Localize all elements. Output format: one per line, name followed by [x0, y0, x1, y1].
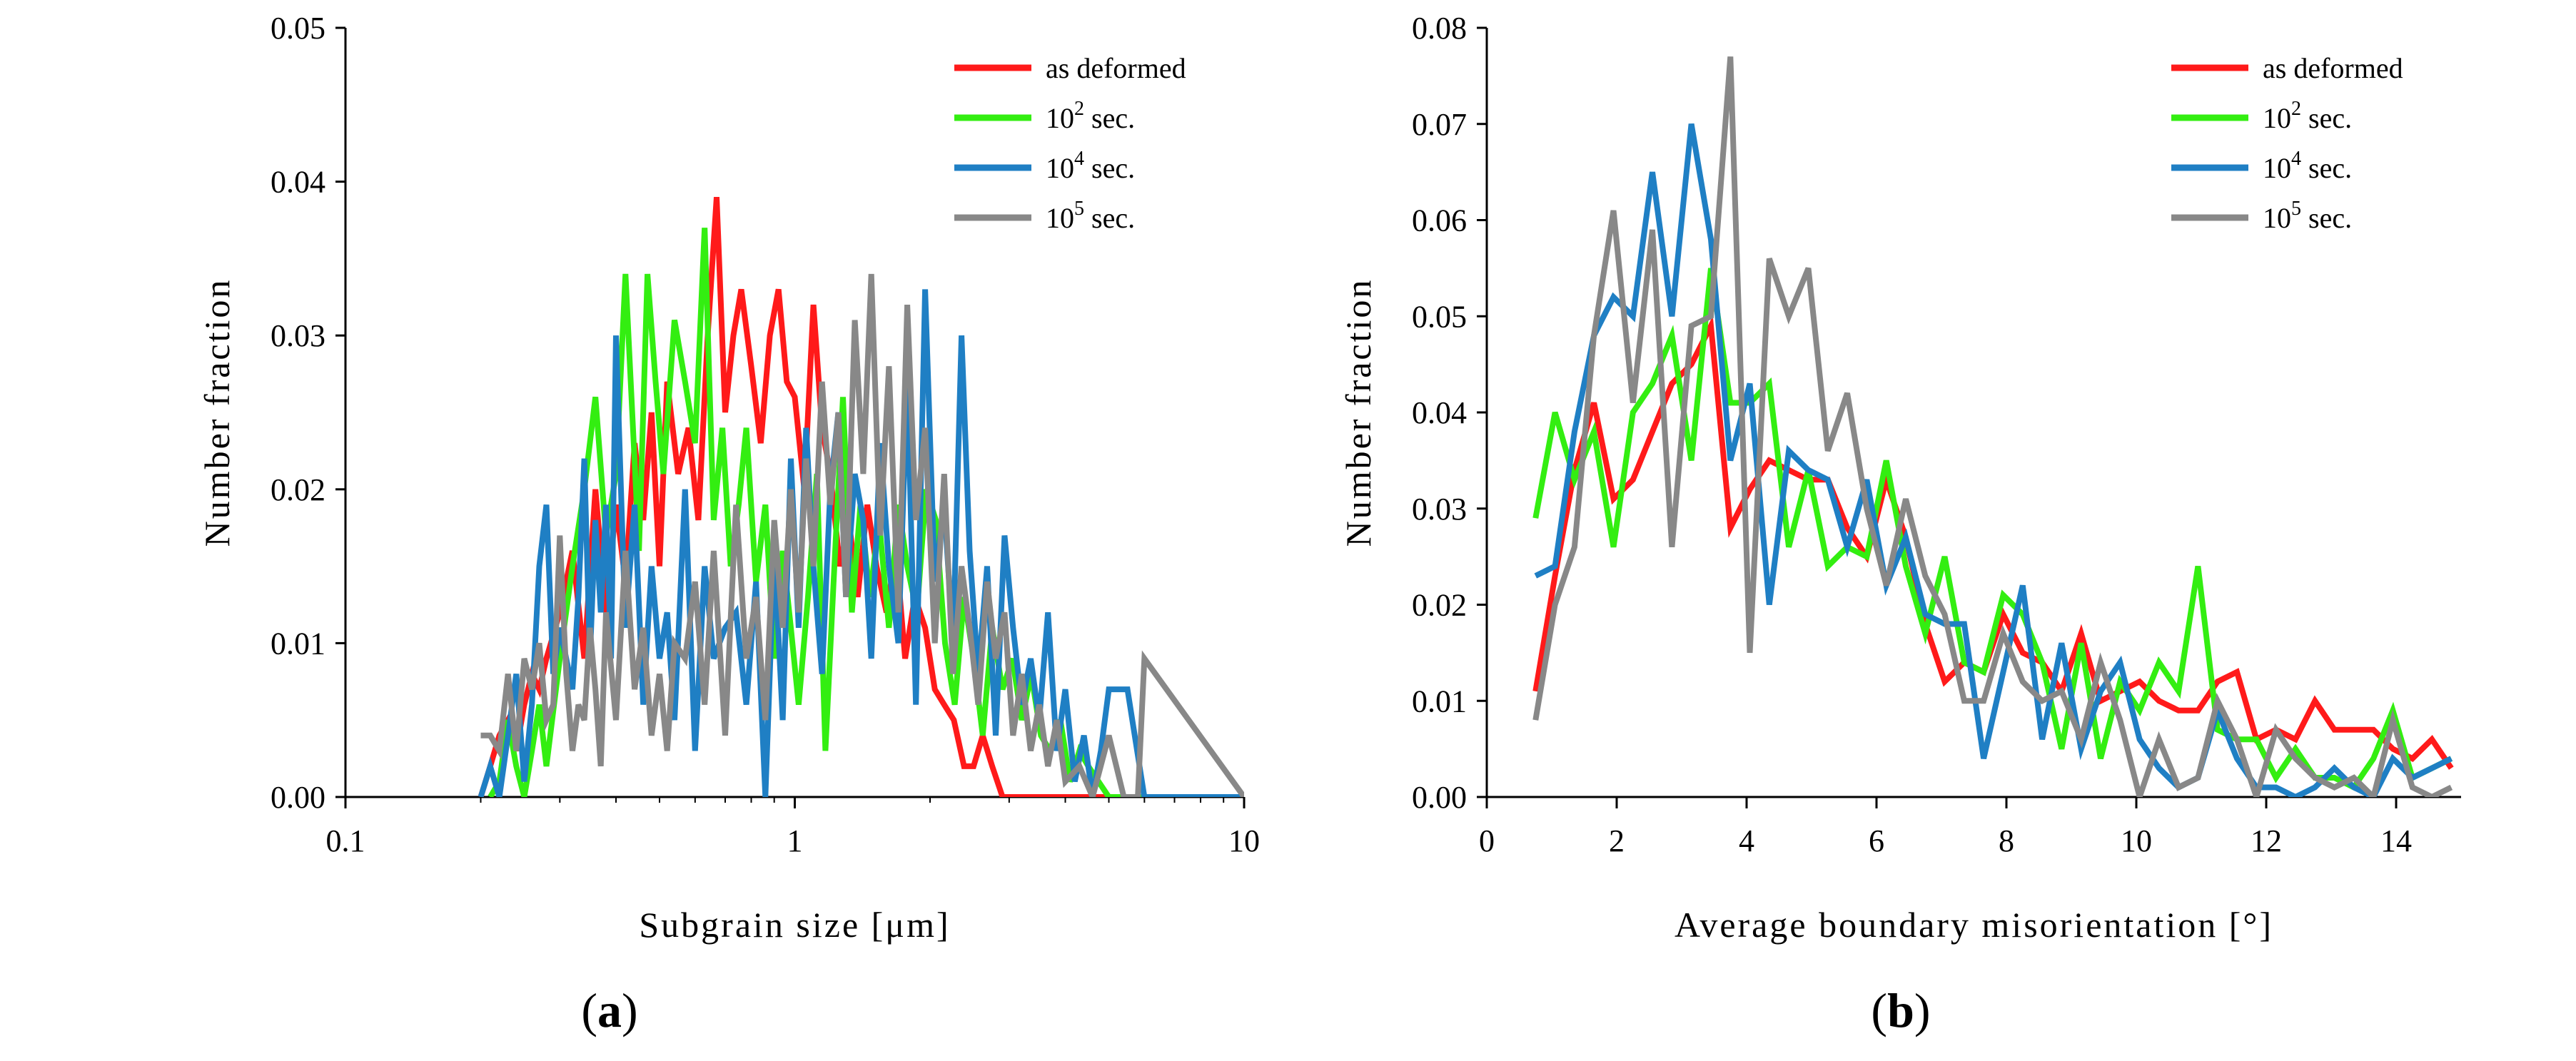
- y-axis-title: Number fraction: [1338, 278, 1378, 547]
- legend-label: 102 sec.: [1046, 98, 1135, 134]
- y-tick-label: 0.04: [1412, 395, 1467, 430]
- legend-label: 104 sec.: [2263, 148, 2352, 184]
- x-tick-label: 10: [1228, 823, 1260, 858]
- panel-a-chart: 0.00 0.01 0.02 0.03 0.04 0.05 0.1 1 10 Subgrain s…: [197, 11, 1260, 1037]
- legend-label: 105 sec.: [2263, 198, 2352, 234]
- y-tick-label: 0.00: [1412, 780, 1467, 815]
- y-tick-label: 0.08: [1412, 11, 1467, 46]
- x-tick-label: 2: [1609, 823, 1625, 858]
- x-tick-label: 4: [1739, 823, 1754, 858]
- y-tick-label: 0.02: [1412, 588, 1467, 623]
- legend-label: 102 sec.: [2263, 98, 2352, 134]
- x-tick-label: 10: [2121, 823, 2152, 858]
- series-line-10-5-sec-: [480, 273, 1244, 797]
- y-tick-label: 0.01: [1412, 684, 1467, 719]
- x-tick-label: 0.1: [326, 823, 365, 858]
- series-line-10-2-sec-: [1532, 268, 2453, 791]
- y-tick-label: 0.01: [271, 626, 325, 661]
- y-tick-label: 0.03: [1412, 492, 1467, 527]
- x-tick-label: 12: [2251, 823, 2282, 858]
- series-line-10-4-sec-: [1534, 123, 2453, 797]
- series-line-10-5-sec-: [1532, 56, 2453, 797]
- legend-label: as deformed: [2263, 52, 2403, 84]
- legend-label: as deformed: [1046, 52, 1186, 84]
- x-tick-label: 14: [2380, 823, 2412, 858]
- x-tick-label: 0: [1479, 823, 1495, 858]
- y-tick-label: 0.06: [1412, 203, 1467, 238]
- x-tick-label: 1: [787, 823, 803, 858]
- legend-label: 105 sec.: [1046, 198, 1135, 234]
- panel-b-chart: 0.00 0.01 0.02 0.03 0.04 0.05 0.06 0.07 0.08 0 2 4 6…: [1338, 11, 2461, 1037]
- legend-label: 104 sec.: [1046, 148, 1135, 184]
- y-tick-label: 0.00: [271, 780, 325, 815]
- y-tick-label: 0.03: [271, 318, 325, 353]
- x-tick-label: 8: [1999, 823, 2014, 858]
- y-tick-label: 0.02: [271, 472, 325, 507]
- y-tick-label: 0.05: [271, 11, 325, 46]
- y-axis-title: Number fraction: [197, 278, 237, 547]
- x-axis-title: Average boundary misorientation [°]: [1675, 905, 2273, 945]
- y-tick-label: 0.04: [271, 165, 325, 200]
- y-tick-label: 0.05: [1412, 299, 1467, 334]
- y-tick-label: 0.07: [1412, 107, 1467, 142]
- x-tick-label: 6: [1869, 823, 1884, 858]
- panel-label: (b): [1871, 983, 1930, 1037]
- panel-label: (a): [581, 983, 637, 1037]
- x-axis-title: Subgrain size [μm]: [639, 905, 950, 945]
